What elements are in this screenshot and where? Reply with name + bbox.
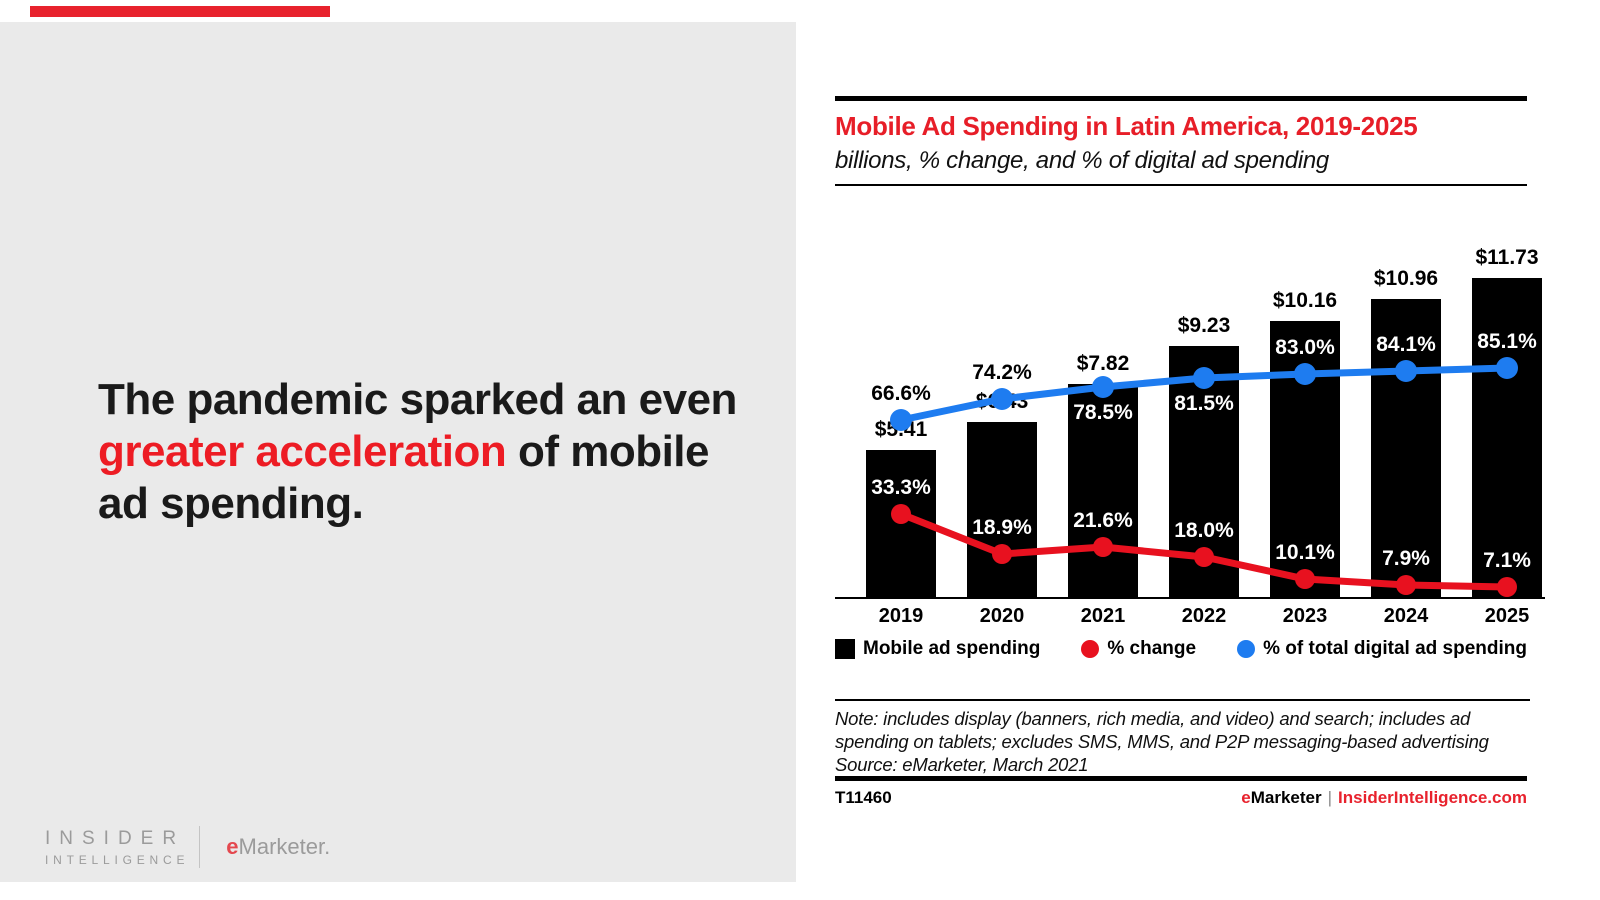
data-point	[1193, 367, 1215, 389]
data-point	[1294, 363, 1316, 385]
bar-2024	[1371, 299, 1441, 597]
insider-intelligence-logo: INSIDER INTELLIGENCE	[45, 828, 189, 867]
data-point	[1092, 376, 1114, 398]
data-point	[1194, 547, 1214, 567]
x-tick-2022: 2022	[1181, 605, 1227, 627]
footer-site-link[interactable]: InsiderIntelligence.com	[1338, 788, 1527, 807]
data-point	[1497, 577, 1517, 597]
data-point	[1395, 360, 1417, 382]
bar-value-label-2023: $10.16	[1272, 289, 1338, 312]
red-accent-bar	[30, 6, 330, 17]
pct-label: 74.2%	[972, 361, 1032, 384]
pct-label: 78.5%	[1073, 401, 1133, 424]
data-point	[1093, 537, 1113, 557]
data-point	[991, 388, 1013, 410]
pct-label: 85.1%	[1477, 330, 1537, 353]
chart-subtitle: billions, % change, and % of digital ad …	[835, 147, 1527, 186]
x-tick-2023: 2023	[1282, 605, 1328, 627]
pct-label: 81.5%	[1174, 392, 1234, 415]
bar-2020	[967, 422, 1037, 597]
bar-swatch-icon	[835, 639, 855, 659]
data-point	[890, 409, 912, 431]
plot-area: $5.41$6.43$7.82$9.23$10.16$10.96$11.7333…	[835, 198, 1542, 597]
footer-separator: |	[1327, 788, 1333, 807]
bar-value-label-2022: $9.23	[1177, 314, 1231, 337]
blue-dot-icon	[1237, 640, 1256, 658]
legend-item-pct-change: % change	[1081, 638, 1196, 660]
headline: The pandemic sparked an even greater acc…	[98, 374, 738, 530]
legend-label: % change	[1107, 638, 1197, 659]
legend-item-mobile-ad-spending: Mobile ad spending	[835, 638, 1040, 660]
bar-value-label-2021: $7.82	[1076, 352, 1130, 375]
pct-label: 7.1%	[1483, 549, 1531, 572]
x-tick-2021: 2021	[1080, 605, 1126, 627]
emarketer-logo: eMarketer.	[226, 834, 330, 860]
emarketer-logo-rest: Marketer.	[238, 834, 331, 859]
x-tick-2019: 2019	[878, 605, 924, 627]
data-point	[1396, 575, 1416, 595]
pct-label: 18.9%	[972, 516, 1032, 539]
chart-title: Mobile Ad Spending in Latin America, 201…	[835, 111, 1418, 141]
data-point	[1496, 357, 1518, 379]
insider-logo-line1: INSIDER	[45, 827, 186, 849]
x-axis-labels: 2019 2020 2021 2022 2023 2024 2025	[835, 605, 1545, 631]
x-tick-2025: 2025	[1484, 605, 1530, 627]
bar-value-label-2025: $11.73	[1475, 246, 1539, 269]
chart-footer: T11460 eMarketer | InsiderIntelligence.com	[835, 776, 1527, 808]
legend-label: Mobile ad spending	[863, 638, 1041, 659]
pct-label: 66.6%	[871, 382, 931, 405]
legend-item-pct-digital: % of total digital ad spending	[1237, 638, 1527, 660]
footer-emarketer-e: e	[1241, 788, 1251, 807]
x-tick-2020: 2020	[979, 605, 1025, 627]
pct-label: 18.0%	[1174, 519, 1234, 542]
legend: Mobile ad spending % change % of total d…	[835, 638, 1527, 660]
note-block: Note: includes display (banners, rich me…	[835, 699, 1530, 776]
footer-emarketer-rest: Marketer	[1250, 788, 1322, 807]
pct-label: 7.9%	[1382, 547, 1430, 570]
chart-header: Mobile Ad Spending in Latin America, 201…	[835, 96, 1527, 186]
footer-brand: eMarketer | InsiderIntelligence.com	[1241, 788, 1527, 808]
logo-divider	[199, 826, 201, 868]
red-dot-icon	[1081, 640, 1100, 658]
data-point	[1295, 569, 1315, 589]
x-tick-2024: 2024	[1383, 605, 1429, 627]
pct-label: 84.1%	[1376, 333, 1436, 356]
source-text: Source: eMarketer, March 2021	[835, 754, 1089, 775]
bar-2021	[1068, 384, 1138, 597]
bar-value-label-2024: $10.96	[1373, 267, 1439, 290]
data-point	[891, 504, 911, 524]
data-point	[992, 544, 1012, 564]
left-panel: The pandemic sparked an even greater acc…	[0, 22, 796, 882]
lines-overlay	[890, 357, 1518, 597]
headline-seg3: of mobile ad spending.	[98, 427, 710, 528]
headline-seg1: The pandemic sparked an even	[98, 375, 737, 424]
pct-label: 10.1%	[1275, 541, 1335, 564]
emarketer-logo-e: e	[226, 834, 239, 859]
logo-block: INSIDER INTELLIGENCE eMarketer.	[45, 826, 330, 868]
pct-label: 83.0%	[1275, 336, 1335, 359]
chart-id: T11460	[835, 788, 892, 807]
legend-label: % of total digital ad spending	[1263, 638, 1527, 659]
pct-label: 33.3%	[871, 476, 931, 499]
note-text: Note: includes display (banners, rich me…	[835, 708, 1489, 752]
headline-highlight: greater acceleration	[98, 427, 507, 476]
insider-logo-line2: INTELLIGENCE	[45, 852, 190, 867]
x-axis-line	[835, 597, 1545, 599]
bar-2025	[1472, 278, 1542, 597]
pct-label: 21.6%	[1073, 509, 1133, 532]
